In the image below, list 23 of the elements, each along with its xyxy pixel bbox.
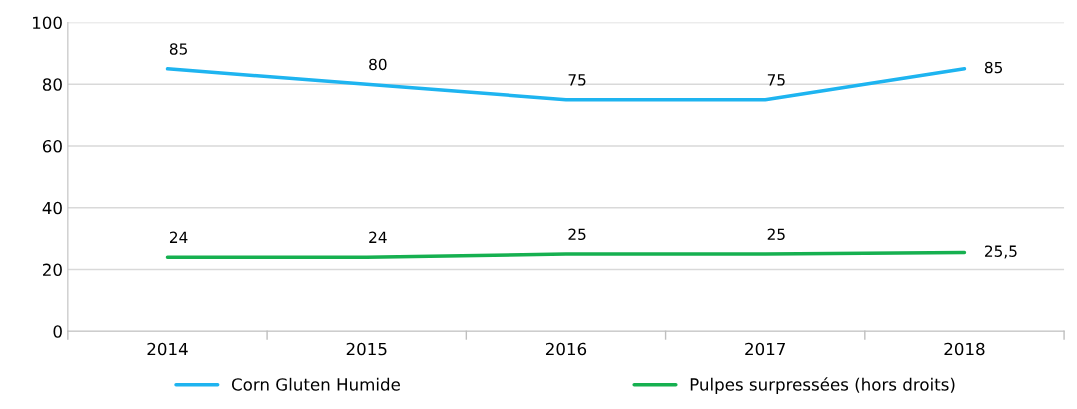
legend-label: Corn Gluten Humide [231, 377, 400, 391]
y-tick-label: 0 [53, 325, 62, 338]
y-tick-label: 80 [42, 78, 62, 91]
data-label: 25 [568, 228, 586, 241]
x-tick-label: 2018 [944, 342, 985, 356]
y-tick-label: 60 [42, 139, 62, 153]
x-tick-label: 2016 [545, 342, 587, 356]
data-label: 25 [767, 228, 785, 241]
data-label: 85 [984, 61, 1002, 74]
data-label: 80 [369, 58, 387, 71]
data-label: 85 [169, 43, 187, 55]
data-label: 75 [568, 74, 586, 86]
legend-label: Pulpes surpressées (hors droits) [690, 377, 955, 394]
data-label: 75 [767, 74, 785, 86]
data-label: 24 [369, 231, 387, 243]
data-label: 24 [169, 231, 188, 243]
x-tick-label: 2017 [745, 342, 785, 356]
y-tick-label: 100 [33, 16, 62, 30]
y-tick-label: 20 [43, 263, 62, 277]
y-tick-label: 40 [42, 201, 62, 215]
x-tick-label: 2015 [346, 342, 387, 356]
data-label: 25,5 [985, 245, 1017, 259]
x-tick-label: 2014 [147, 342, 188, 356]
